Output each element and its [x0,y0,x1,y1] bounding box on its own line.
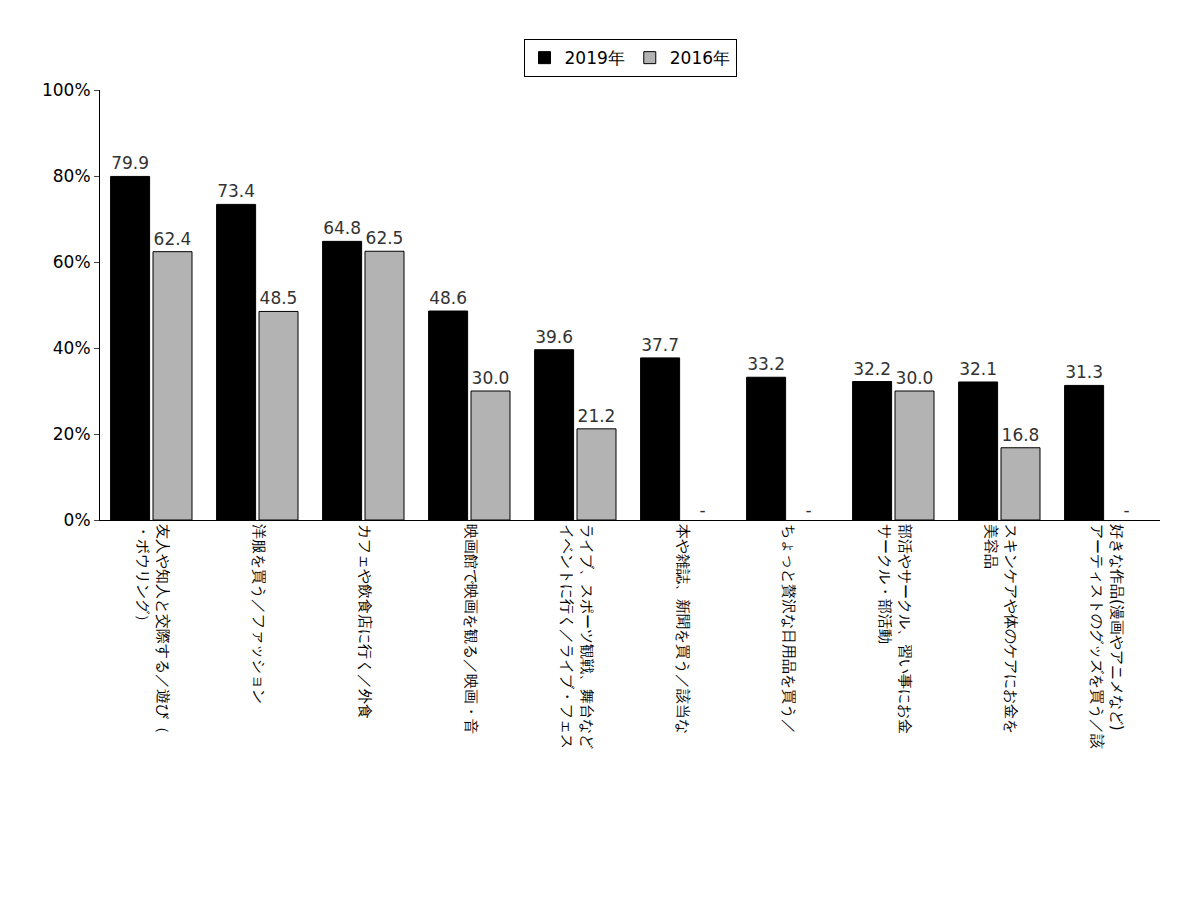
svg-text:37.7: 37.7 [641,335,679,355]
svg-text:100%: 100% [42,80,91,100]
svg-text:73.4: 73.4 [217,181,255,201]
svg-text:部活やサークル、習い事にお金サークル・部活動: 部活やサークル、習い事にお金サークル・部活動 [876,524,914,734]
svg-text:64.8: 64.8 [323,218,361,238]
svg-text:映画館で映画を観る／映画・音: 映画館で映画を観る／映画・音 [462,524,480,734]
svg-text:60%: 60% [53,252,91,272]
svg-text:-: - [699,500,705,520]
svg-text:30.0: 30.0 [472,368,510,388]
svg-text:40%: 40% [53,338,91,358]
svg-text:本や雑誌、新聞を買う／該当な: 本や雑誌、新聞を買う／該当な [674,524,692,734]
svg-text:2016年: 2016年 [670,48,730,68]
svg-text:79.9: 79.9 [111,153,149,173]
svg-text:スキンケアや体のケアにお金を美容品: スキンケアや体のケアにお金を美容品 [982,524,1020,734]
svg-text:好きな作品(漫画やアニメなど)アーティストのグッズを買う／該: 好きな作品(漫画やアニメなど)アーティストのグッズを買う／該 [1088,524,1126,749]
svg-text:カフェや飲食店に行く／外食: カフェや飲食店に行く／外食 [356,524,374,719]
svg-text:80%: 80% [53,166,91,186]
svg-text:21.2: 21.2 [578,406,616,426]
svg-text:48.5: 48.5 [260,288,298,308]
svg-text:48.6: 48.6 [429,288,467,308]
svg-text:20%: 20% [53,424,91,444]
svg-text:ちょっと贅沢な日用品を買う／: ちょっと贅沢な日用品を買う／ [780,524,798,734]
svg-text:62.5: 62.5 [366,228,404,248]
svg-text:33.2: 33.2 [747,354,785,374]
svg-text:39.6: 39.6 [535,327,573,347]
svg-text:2019年: 2019年 [565,48,625,68]
svg-text:62.4: 62.4 [154,229,192,249]
svg-text:32.2: 32.2 [853,359,891,379]
svg-text:31.3: 31.3 [1065,362,1103,382]
svg-text:32.1: 32.1 [959,359,997,379]
svg-text:30.0: 30.0 [896,368,934,388]
svg-text:友人や知人と交際する／遊び（・ボウリング）: 友人や知人と交際する／遊び（・ボウリング） [134,524,172,734]
svg-text:ライブ、スポーツ観戦、舞台などイベントに行く／ライブ・フェス: ライブ、スポーツ観戦、舞台などイベントに行く／ライブ・フェス [558,524,596,749]
svg-text:洋服を買う／ファッション: 洋服を買う／ファッション [250,524,268,704]
svg-text:-: - [1123,500,1129,520]
svg-text:-: - [805,500,811,520]
svg-text:16.8: 16.8 [1002,425,1040,445]
svg-text:0%: 0% [64,510,91,530]
